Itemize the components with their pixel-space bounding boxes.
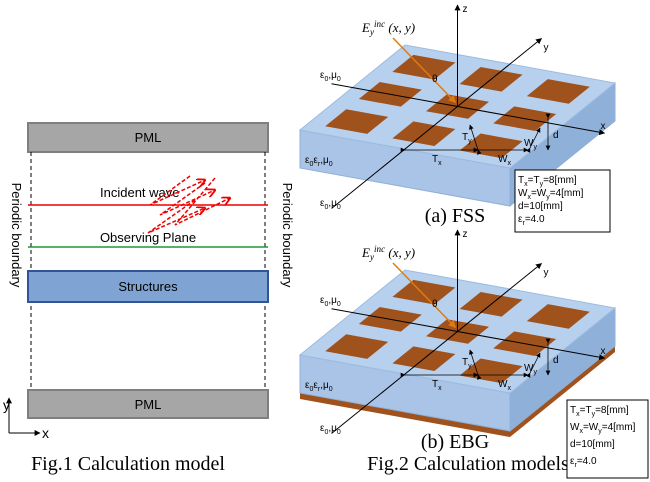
text-part: ,μ bbox=[328, 295, 337, 306]
text-part: inc bbox=[374, 19, 385, 29]
text-part: x bbox=[438, 160, 442, 167]
text-part: 0 bbox=[337, 76, 341, 83]
param-line: d=10[mm] bbox=[518, 201, 563, 212]
medium-top: ε0,μ0 bbox=[320, 70, 341, 83]
text-part: =W bbox=[583, 422, 599, 433]
medium-bottom: ε0,μ0 bbox=[320, 198, 341, 211]
text-part: =W bbox=[531, 188, 547, 199]
field-label: Eyinc (x, y) bbox=[361, 19, 415, 37]
text-part: ,μ bbox=[328, 423, 337, 434]
panel-label: (a) FSS bbox=[425, 205, 486, 227]
text-part: 0 bbox=[329, 161, 333, 168]
text-part: (x, y) bbox=[385, 245, 415, 260]
text-part: =T bbox=[528, 175, 540, 186]
param-line: d=10[mm] bbox=[570, 439, 615, 450]
axis-y-label: y bbox=[3, 397, 10, 413]
text-part: =4[mm] bbox=[602, 422, 636, 433]
text-part: inc bbox=[374, 244, 385, 254]
text-part: 0 bbox=[337, 429, 341, 436]
axis-x-label: x bbox=[42, 425, 49, 441]
fig1-caption: Fig.1 Calculation model bbox=[31, 453, 225, 475]
text-part: =4.0 bbox=[525, 214, 545, 225]
text-part: 0 bbox=[337, 301, 341, 308]
fig1: PML Incident wave Observing Plane Struct… bbox=[3, 123, 295, 475]
dim-d: d bbox=[553, 130, 559, 141]
text-part: ,μ bbox=[328, 70, 337, 81]
text-part: (x, y) bbox=[385, 20, 415, 35]
text-part: ,μ bbox=[328, 198, 337, 209]
axis-x-label: x bbox=[601, 346, 606, 357]
angle-label: θ bbox=[432, 299, 438, 310]
text-part: d=10[mm] bbox=[518, 201, 563, 212]
text-part: y bbox=[533, 369, 537, 376]
text-part: =4[mm] bbox=[550, 188, 584, 199]
pml-top-label: PML bbox=[135, 130, 162, 145]
axis-z-label: z bbox=[463, 229, 468, 240]
text-part: =T bbox=[580, 405, 592, 416]
text-part: x bbox=[507, 385, 511, 392]
text-part: d=10[mm] bbox=[570, 439, 615, 450]
structures-label: Structures bbox=[118, 279, 178, 294]
panel-label: (b) EBG bbox=[421, 431, 489, 453]
axis-y-label: y bbox=[544, 43, 549, 54]
text-part: x bbox=[438, 385, 442, 392]
text-part: 0 bbox=[329, 386, 333, 393]
text-part: ,μ bbox=[320, 155, 329, 166]
text-part: =4.0 bbox=[577, 456, 597, 467]
text-part: E bbox=[361, 245, 370, 260]
text-part: E bbox=[361, 20, 370, 35]
figure: PML Incident wave Observing Plane Struct… bbox=[0, 0, 650, 482]
text-part: y bbox=[468, 363, 472, 370]
text-part: x bbox=[507, 160, 511, 167]
fig2-caption: Fig.2 Calculation models bbox=[367, 453, 569, 475]
axis-x-label: x bbox=[601, 121, 606, 132]
axis-y-label: y bbox=[544, 268, 549, 279]
angle-label: θ bbox=[432, 74, 438, 85]
text-part: 0 bbox=[337, 204, 341, 211]
boundary-label-left: Periodic boundary bbox=[9, 183, 24, 288]
medium-top: ε0,μ0 bbox=[320, 295, 341, 308]
pml-bottom-label: PML bbox=[135, 397, 162, 412]
text-part: =8[mm] bbox=[595, 405, 629, 416]
text-part: ,μ bbox=[320, 380, 329, 391]
boundary-label-right: Periodic boundary bbox=[280, 183, 295, 288]
text-part: y bbox=[468, 138, 472, 145]
observing-label: Observing Plane bbox=[100, 230, 196, 245]
field-label: Eyinc (x, y) bbox=[361, 244, 415, 262]
text-part: =8[mm] bbox=[543, 175, 577, 186]
axis-z-label: z bbox=[463, 4, 468, 15]
dim-d: d bbox=[553, 355, 559, 366]
medium-bottom: ε0,μ0 bbox=[320, 423, 341, 436]
text-part: y bbox=[533, 144, 537, 151]
